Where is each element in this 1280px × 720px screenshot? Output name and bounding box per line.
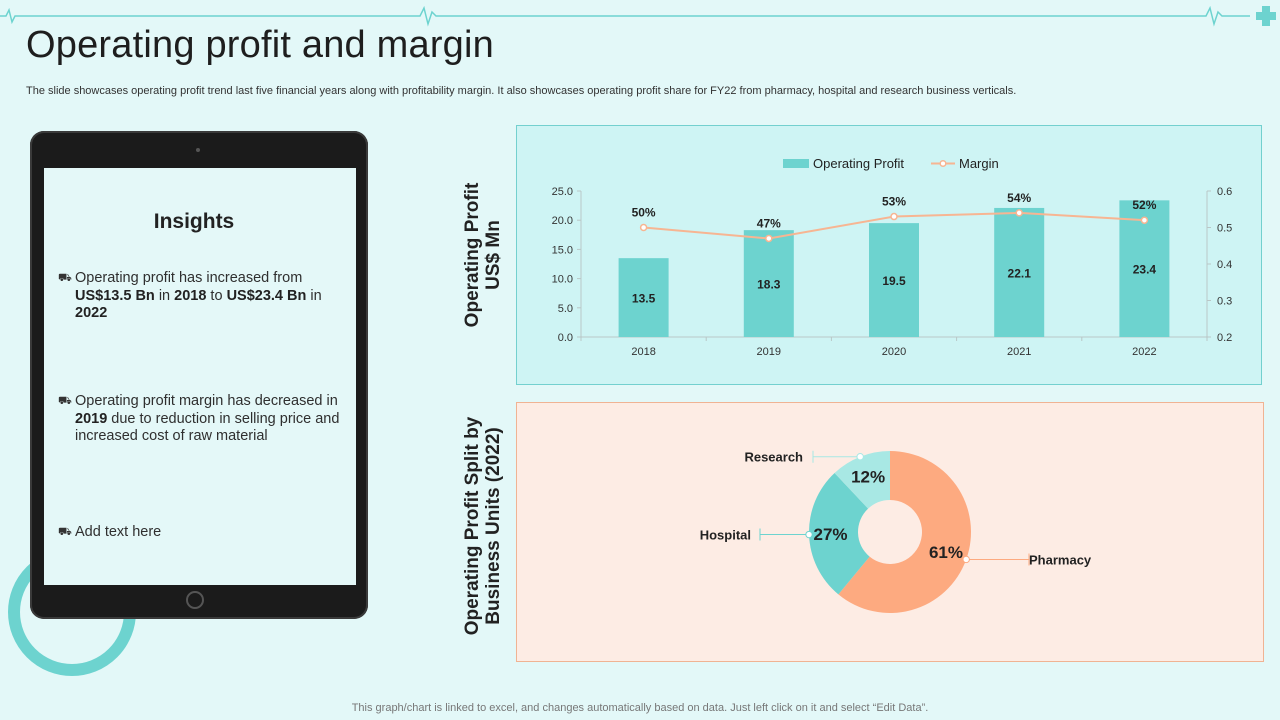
y-left-tick-label: 0.0 xyxy=(558,332,573,344)
x-tick-label: 2018 xyxy=(631,346,655,358)
y-right-tick-label: 0.3 xyxy=(1217,296,1232,308)
axis-title-line: Operating Profit Split by xyxy=(462,416,483,636)
insight-bullet-2: ⛟ Operating profit margin has decreased … xyxy=(58,393,348,446)
insight-1-value-start: US$13.5 Bn xyxy=(75,287,155,304)
donut-percent-label: 12% xyxy=(851,468,885,487)
y-left-tick-label: 25.0 xyxy=(552,186,573,198)
bottom-chart-axis-title: Operating Profit Split by Business Units… xyxy=(462,399,506,653)
leader-dot xyxy=(805,530,813,539)
insight-2-text: due to reduction in selling price and in… xyxy=(75,410,340,445)
donut-slice-research[interactable] xyxy=(834,451,890,509)
insight-1-text: to xyxy=(206,287,227,304)
split-chart-panel: 61% Pharmacy 27% Hospital 12% Research xyxy=(516,402,1264,662)
bar[interactable] xyxy=(994,207,1045,337)
y-left-tick-label: 10.0 xyxy=(552,274,573,286)
margin-point[interactable] xyxy=(765,234,773,243)
x-tick-label: 2019 xyxy=(757,346,781,358)
y-right-tick-label: 0.5 xyxy=(1217,223,1232,235)
insight-3-text: Add text here xyxy=(75,524,162,540)
bar-value-label: 18.3 xyxy=(757,278,781,292)
bar-value-label: 23.4 xyxy=(1133,263,1157,277)
donut-slice-hospital[interactable] xyxy=(809,472,870,595)
insight-bullet-3: ⛟ Add text here xyxy=(58,524,348,542)
car-icon: ⛟ xyxy=(58,395,72,407)
margin-point[interactable] xyxy=(639,223,648,232)
axis-title-line: US$ Mn xyxy=(483,220,504,290)
y-right-tick-label: 0.4 xyxy=(1217,259,1232,271)
profit-chart-panel: Operating Profit Margin 0.0 5.0 10.0 15.0 20… xyxy=(516,125,1262,385)
bar[interactable] xyxy=(869,223,919,337)
insight-1-year-end: 2022 xyxy=(75,305,108,321)
margin-point[interactable] xyxy=(890,212,898,221)
legend-line-marker xyxy=(939,159,947,168)
tablet-home-button xyxy=(186,591,204,609)
donut-category-label: Research xyxy=(744,450,803,465)
insight-1-year-start: 2018 xyxy=(174,287,207,304)
x-tick-label: 2020 xyxy=(882,346,906,358)
insight-2-year: 2019 xyxy=(75,410,108,427)
top-chart-axis-title: Operating Profit US$ Mn xyxy=(462,155,506,355)
tablet-camera xyxy=(196,148,200,152)
legend: Operating Profit Margin xyxy=(783,156,999,171)
bar[interactable] xyxy=(618,258,669,337)
margin-value-label: 47% xyxy=(757,216,781,230)
axis-title-line: Operating Profit xyxy=(462,182,483,328)
legend-label: Margin xyxy=(959,156,999,171)
insight-1-text: Operating profit has increased from xyxy=(75,270,303,286)
donut-slice-pharmacy[interactable] xyxy=(838,451,971,613)
bar-value-label: 22.1 xyxy=(1008,266,1032,280)
margin-point[interactable] xyxy=(1140,216,1149,224)
y-left-tick-label: 5.0 xyxy=(558,303,573,315)
insight-2-text: Operating profit margin has decreased in xyxy=(75,393,338,409)
axis-title-line: Business Units (2022) xyxy=(483,427,504,625)
page-subtitle: The slide showcases operating profit tre… xyxy=(26,85,1017,97)
legend-label: Operating Profit xyxy=(813,156,904,171)
y-left-tick-label: 20.0 xyxy=(552,215,573,227)
margin-value-label: 53% xyxy=(882,195,906,209)
car-icon: ⛟ xyxy=(58,526,72,538)
tablet-frame: Insights ⛟ Operating profit has increase… xyxy=(30,131,368,619)
header-heartbeat-line xyxy=(0,5,1276,27)
bar[interactable] xyxy=(743,230,794,337)
insights-title: Insights xyxy=(153,210,235,233)
car-icon: ⛟ xyxy=(58,272,72,284)
donut-percent-label: 61% xyxy=(929,543,963,562)
insight-1-text: in xyxy=(306,287,322,304)
bar-value-label: 19.5 xyxy=(882,274,906,288)
margin-value-label: 54% xyxy=(1007,191,1031,205)
plus-icon xyxy=(1256,6,1276,26)
business-split-donut-chart[interactable]: 61% Pharmacy 27% Hospital 12% Research xyxy=(517,403,1263,661)
page-title: Operating profit and margin xyxy=(26,24,494,66)
insight-1-text: in xyxy=(154,287,175,304)
margin-value-label: 50% xyxy=(632,206,656,220)
leader-dot xyxy=(856,452,864,461)
x-tick-label: 2021 xyxy=(1007,346,1031,358)
y-left-tick-label: 15.0 xyxy=(552,244,573,256)
x-tick-label: 2022 xyxy=(1132,346,1156,358)
bar-value-label: 13.5 xyxy=(632,292,656,306)
donut-category-label: Hospital xyxy=(700,528,751,543)
profit-margin-chart[interactable]: Operating Profit Margin 0.0 5.0 10.0 15.0 20… xyxy=(517,126,1261,384)
donut-category-label: Pharmacy xyxy=(1029,552,1092,567)
insights-screen: Insights ⛟ Operating profit has increase… xyxy=(44,168,356,585)
legend-bar-swatch xyxy=(783,159,809,168)
margin-point[interactable] xyxy=(1015,209,1023,217)
y-right-tick-label: 0.2 xyxy=(1217,332,1232,344)
y-right-tick-label: 0.6 xyxy=(1217,186,1232,198)
leader-dot xyxy=(962,555,970,564)
insight-bullet-1: ⛟ Operating profit has increased from US… xyxy=(58,270,348,323)
insight-1-value-end: US$23.4 Bn xyxy=(226,287,307,304)
margin-value-label: 52% xyxy=(1132,198,1156,212)
donut-percent-label: 27% xyxy=(814,525,848,544)
footer-note: This graph/chart is linked to excel, and… xyxy=(351,702,929,714)
